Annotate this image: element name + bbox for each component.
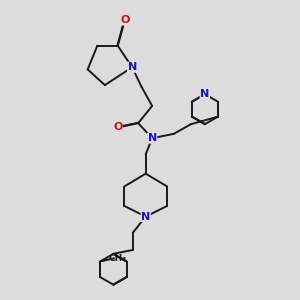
Text: N: N (141, 212, 150, 222)
Text: O: O (113, 122, 122, 132)
Text: N: N (200, 89, 209, 99)
Text: O: O (120, 15, 130, 25)
Text: N: N (128, 62, 137, 72)
Text: N: N (148, 133, 157, 143)
Text: CH₃: CH₃ (109, 254, 127, 263)
